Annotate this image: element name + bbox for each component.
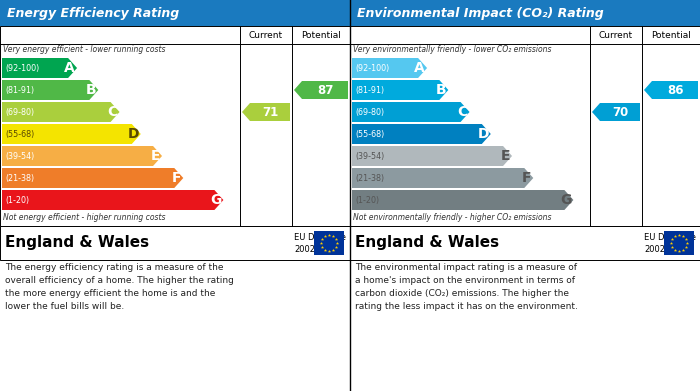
Text: C: C [457, 105, 468, 119]
Text: The environmental impact rating is a measure of
a home's impact on the environme: The environmental impact rating is a mea… [355, 263, 578, 310]
Text: Environmental Impact (CO₂) Rating: Environmental Impact (CO₂) Rating [357, 7, 603, 20]
Polygon shape [352, 168, 533, 188]
Text: B: B [85, 83, 97, 97]
Text: (1-20): (1-20) [355, 196, 379, 204]
Text: (21-38): (21-38) [355, 174, 384, 183]
Text: A: A [64, 61, 75, 75]
Text: Potential: Potential [301, 30, 341, 39]
Text: 71: 71 [262, 106, 278, 118]
Text: Not environmentally friendly - higher CO₂ emissions: Not environmentally friendly - higher CO… [353, 213, 552, 222]
Text: G: G [210, 193, 221, 207]
Text: Potential: Potential [651, 30, 691, 39]
Text: E: E [500, 149, 510, 163]
Text: EU Directive
2002/91/EC: EU Directive 2002/91/EC [294, 233, 346, 253]
Text: (55-68): (55-68) [5, 129, 34, 138]
Text: Energy Efficiency Rating: Energy Efficiency Rating [7, 7, 179, 20]
Text: (1-20): (1-20) [5, 196, 29, 204]
Polygon shape [2, 102, 120, 122]
Polygon shape [352, 80, 448, 100]
Bar [0, 0, 350, 26]
Text: (69-80): (69-80) [355, 108, 384, 117]
Text: Very environmentally friendly - lower CO₂ emissions: Very environmentally friendly - lower CO… [353, 45, 552, 54]
Polygon shape [352, 58, 427, 78]
Bar [664, 231, 694, 255]
Text: (81-91): (81-91) [5, 86, 34, 95]
Text: (39-54): (39-54) [355, 151, 384, 160]
Text: F: F [172, 171, 181, 185]
Text: F: F [522, 171, 531, 185]
Polygon shape [2, 146, 162, 166]
Polygon shape [242, 103, 290, 121]
Text: E: E [150, 149, 160, 163]
Text: 87: 87 [317, 84, 333, 97]
Text: 86: 86 [666, 84, 683, 97]
Text: Current: Current [599, 30, 633, 39]
Text: Not energy efficient - higher running costs: Not energy efficient - higher running co… [3, 213, 165, 222]
Text: G: G [560, 193, 571, 207]
Bar [0, 26, 350, 226]
Bar [0, 226, 350, 260]
Text: B: B [435, 83, 447, 97]
Text: (81-91): (81-91) [355, 86, 384, 95]
Bar [350, 0, 700, 26]
Text: (55-68): (55-68) [355, 129, 384, 138]
Text: (69-80): (69-80) [5, 108, 34, 117]
Text: England & Wales: England & Wales [5, 235, 149, 251]
Text: EU Directive
2002/91/EC: EU Directive 2002/91/EC [644, 233, 696, 253]
Text: D: D [477, 127, 489, 141]
Text: Current: Current [249, 30, 283, 39]
Polygon shape [2, 58, 77, 78]
Bar [350, 226, 700, 260]
Text: (92-100): (92-100) [5, 63, 39, 72]
Text: Very energy efficient - lower running costs: Very energy efficient - lower running co… [3, 45, 165, 54]
Bar [314, 231, 344, 255]
Polygon shape [644, 81, 698, 99]
Polygon shape [2, 80, 98, 100]
Polygon shape [352, 146, 512, 166]
Text: (39-54): (39-54) [5, 151, 34, 160]
Polygon shape [352, 190, 573, 210]
Text: The energy efficiency rating is a measure of the
overall efficiency of a home. T: The energy efficiency rating is a measur… [5, 263, 234, 310]
Text: 70: 70 [612, 106, 628, 118]
Polygon shape [2, 168, 183, 188]
Polygon shape [2, 124, 141, 144]
Text: A: A [414, 61, 425, 75]
Text: (92-100): (92-100) [355, 63, 389, 72]
Text: D: D [127, 127, 139, 141]
Polygon shape [2, 190, 223, 210]
Polygon shape [352, 124, 491, 144]
Bar [350, 26, 700, 226]
Polygon shape [592, 103, 640, 121]
Text: C: C [107, 105, 118, 119]
Polygon shape [352, 102, 470, 122]
Text: England & Wales: England & Wales [355, 235, 499, 251]
Text: (21-38): (21-38) [5, 174, 34, 183]
Polygon shape [294, 81, 348, 99]
